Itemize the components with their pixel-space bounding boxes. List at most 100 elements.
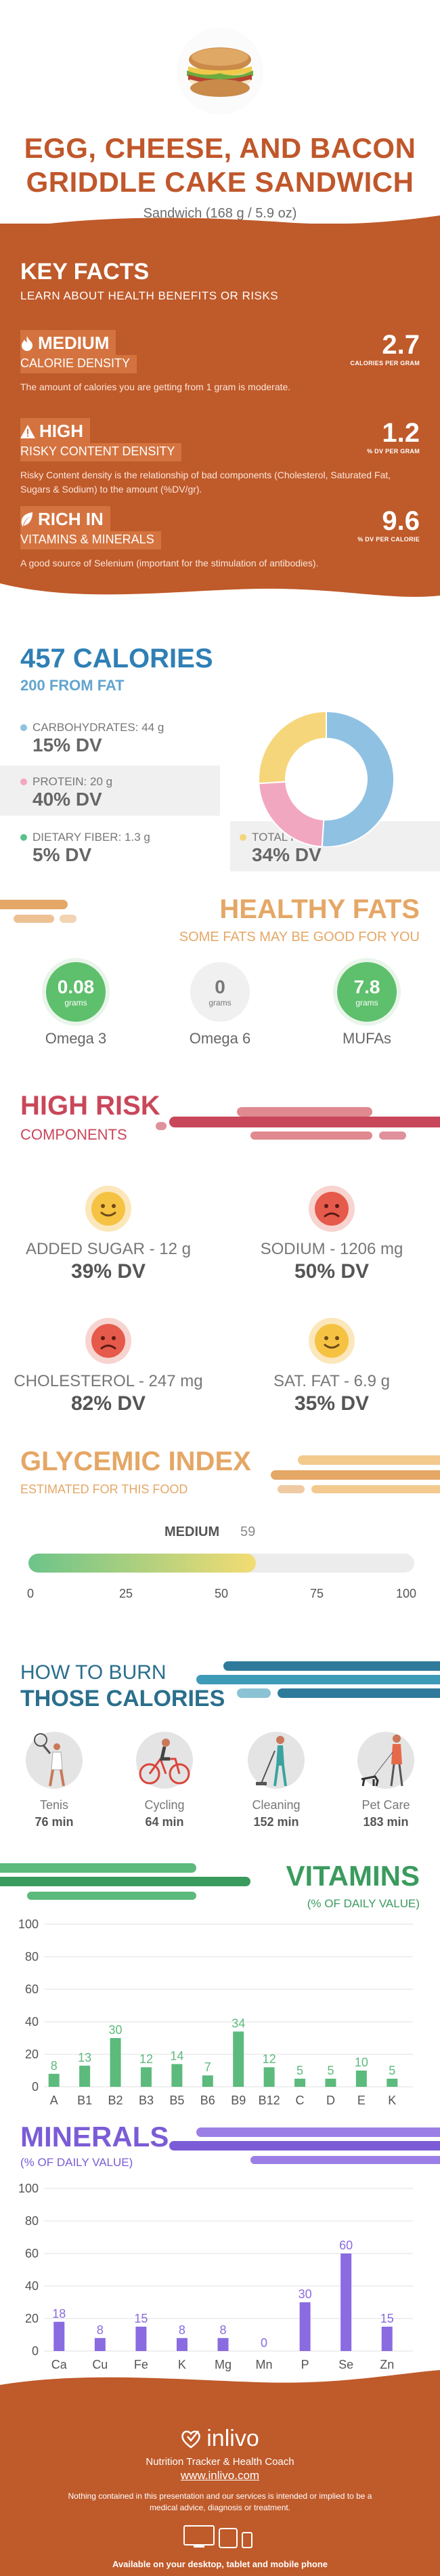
healthy-fats-title: HEALTHY FATS — [219, 894, 420, 924]
vitamin-value-label: 14 — [170, 2049, 183, 2062]
calories-section: 457 CALORIES 200 FROM FAT CARBOHYDRATES:… — [0, 610, 440, 881]
fat-dot-icon — [240, 834, 246, 841]
mineral-category-label: Fe — [134, 2358, 148, 2371]
macro-protein: PROTEIN: 20 g 40% DV — [0, 766, 220, 816]
protein-dot-icon — [20, 778, 27, 785]
vitamin-category-label: C — [296, 2094, 305, 2107]
vitamin-bar — [294, 2079, 306, 2087]
mineral-value-label: 8 — [179, 2323, 185, 2337]
vitamin-value-label: 12 — [263, 2052, 276, 2066]
minerals-bar-chart: 0 20 40 60 80 100 18 Ca 8 Cu 15 Fe 8 K 8 Mg 0 Mn 30 P 60 Se 15… — [18, 2182, 413, 2371]
glycemic-index-section: GLYCEMIC INDEX ESTIMATED FOR THIS FOOD M… — [0, 1443, 440, 1653]
vitamin-category-label: B1 — [77, 2094, 92, 2107]
high-risk-section: HIGH RISK COMPONENTS ADDED SUGAR - 12 g … — [0, 1084, 440, 1443]
wave-divider — [0, 583, 440, 610]
vitamins-subtitle: (% OF DAILY VALUE) — [307, 1897, 420, 1910]
mineral-bar — [299, 2302, 311, 2351]
mineral-category-label: P — [301, 2358, 309, 2371]
decor-stripes — [196, 1661, 440, 1698]
fat-omega3: 0.08 grams Omega 3 — [22, 962, 130, 1047]
vitamin-bar — [325, 2079, 336, 2087]
glycemic-value: 59 — [240, 1524, 256, 1539]
fact-label: CALORIE DENSITY — [20, 355, 137, 373]
vitamins-section: VITAMINS (% OF DAILY VALUE) 0 20 40 60 80 100… — [0, 1856, 440, 2114]
vitamin-value-label: 34 — [232, 2016, 245, 2030]
vitamin-category-label: B2 — [108, 2094, 123, 2107]
macro-fiber: DIETARY FIBER: 1.3 g 5% DV — [20, 821, 223, 871]
vitamin-bar — [387, 2079, 398, 2087]
glycemic-tick: 0 — [26, 1587, 35, 1600]
activity-pet-care: Pet Care 183 min — [352, 1732, 420, 1829]
risk-cholesterol: CHOLESTEROL - 247 mg 82% DV — [7, 1318, 210, 1415]
mineral-category-label: Zn — [380, 2358, 394, 2371]
vitamin-y-tick: 80 — [25, 1950, 39, 1964]
vitamin-value-label: 7 — [204, 2060, 211, 2074]
fact-description: The amount of calories you are getting f… — [20, 381, 291, 392]
vitamin-value-label: 12 — [139, 2052, 153, 2066]
key-facts-subtitle: LEARN ABOUT HEALTH BENEFITS OR RISKS — [20, 289, 279, 302]
wave-divider — [0, 215, 440, 237]
sad-face-icon — [85, 1318, 131, 1364]
fact-unit: CALORIES PER GRAM — [350, 360, 420, 367]
decor-stripes — [271, 1455, 440, 1493]
mineral-y-tick: 100 — [18, 2182, 39, 2195]
cleaning-icon — [256, 1736, 287, 1787]
decor-stripes — [0, 1863, 250, 1900]
mineral-y-tick: 0 — [32, 2344, 39, 2358]
happy-face-icon — [309, 1318, 355, 1364]
vitamin-category-label: A — [50, 2094, 58, 2107]
vitamin-category-label: B5 — [169, 2094, 184, 2107]
vitamin-y-tick: 60 — [25, 1982, 39, 1996]
vitamin-y-tick: 0 — [32, 2080, 39, 2094]
vitamin-category-label: D — [326, 2094, 335, 2107]
risk-sat-fat: SAT. FAT - 6.9 g 35% DV — [230, 1318, 433, 1415]
leaf-icon — [21, 512, 32, 527]
wave-divider — [0, 2370, 440, 2393]
mineral-value-label: 15 — [134, 2312, 148, 2325]
website-link[interactable]: www.inlivo.com — [180, 2469, 260, 2482]
vitamin-category-label: B3 — [139, 2094, 154, 2107]
mineral-y-tick: 80 — [25, 2214, 39, 2228]
activity-cycling: Cycling 64 min — [131, 1732, 198, 1829]
mineral-bar — [94, 2338, 106, 2351]
mineral-bar — [53, 2321, 65, 2351]
fact-value: 2.7 — [382, 330, 420, 360]
vitamins-bar-chart: 0 20 40 60 80 100 8 A 13 B1 30 B2 12 B3 14 B5 7 B6 34 B9 12 B… — [18, 1917, 413, 2107]
vitamin-bar — [48, 2073, 60, 2087]
mineral-category-label: Ca — [51, 2358, 68, 2371]
serving-size: Sandwich (168 g / 5.9 oz) — [143, 206, 297, 221]
page-title: EGG, CHEESE, AND BACON GRIDDLE CAKE SAND… — [0, 131, 440, 199]
calories-title: 457 CALORIES — [20, 644, 213, 673]
vitamin-bar — [79, 2065, 91, 2087]
mineral-category-label: Cu — [92, 2358, 108, 2371]
vitamin-value-label: 30 — [109, 2023, 123, 2037]
vitamin-y-tick: 20 — [25, 2048, 39, 2061]
donut-slice-protein — [259, 781, 325, 847]
mineral-value-label: 15 — [380, 2312, 394, 2325]
minerals-title: MINERALS — [20, 2121, 169, 2153]
glycemic-subtitle: ESTIMATED FOR THIS FOOD — [20, 1482, 188, 1496]
mineral-y-tick: 20 — [25, 2312, 39, 2325]
glycemic-tick: 100 — [395, 1587, 417, 1600]
donut-slice-fat — [259, 711, 327, 785]
vitamin-category-label: B12 — [259, 2094, 280, 2107]
mineral-value-label: 0 — [261, 2336, 267, 2350]
mineral-value-label: 60 — [339, 2239, 353, 2252]
mineral-value-label: 8 — [97, 2323, 104, 2337]
cycling-icon — [139, 1739, 190, 1785]
vitamin-bar — [202, 2075, 213, 2087]
vitamin-bar — [110, 2038, 121, 2087]
glycemic-bar — [28, 1554, 414, 1573]
vitamin-value-label: 5 — [296, 2064, 303, 2077]
fat-mufas: 7.8 grams MUFAs — [313, 962, 421, 1047]
fact-level: MEDIUM — [38, 333, 110, 353]
fact-level: RICH IN — [38, 509, 104, 529]
fat-omega6: 0 grams Omega 6 — [166, 962, 274, 1047]
fact-risky-density: HIGH RISKY CONTENT DENSITY Risky Content… — [20, 418, 420, 495]
mineral-category-label: Mg — [215, 2358, 232, 2371]
glycemic-tick: 25 — [118, 1587, 133, 1600]
vitamin-bar — [263, 2067, 275, 2087]
fact-vitamins-minerals: RICH IN VITAMINS & MINERALS A good sourc… — [20, 506, 420, 568]
fact-description: A good source of Selenium (important for… — [20, 558, 319, 568]
vitamin-category-label: K — [388, 2094, 396, 2107]
